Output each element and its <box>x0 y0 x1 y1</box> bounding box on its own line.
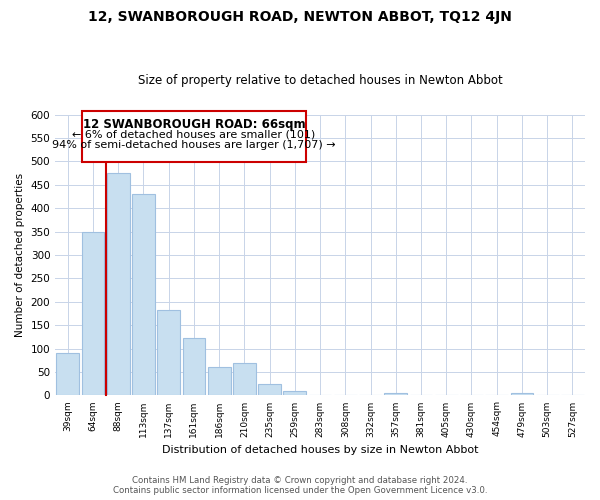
Bar <box>385 393 407 396</box>
Text: Contains HM Land Registry data © Crown copyright and database right 2024.
Contai: Contains HM Land Registry data © Crown c… <box>113 476 487 495</box>
X-axis label: Distribution of detached houses by size in Newton Abbot: Distribution of detached houses by size … <box>162 445 478 455</box>
Bar <box>132 194 155 396</box>
Bar <box>511 393 533 396</box>
Text: 12, SWANBOROUGH ROAD, NEWTON ABBOT, TQ12 4JN: 12, SWANBOROUGH ROAD, NEWTON ABBOT, TQ12… <box>88 10 512 24</box>
Title: Size of property relative to detached houses in Newton Abbot: Size of property relative to detached ho… <box>138 74 502 87</box>
Bar <box>56 354 79 396</box>
Text: 12 SWANBOROUGH ROAD: 66sqm: 12 SWANBOROUGH ROAD: 66sqm <box>83 118 305 131</box>
Text: ← 6% of detached houses are smaller (101): ← 6% of detached houses are smaller (101… <box>73 130 316 140</box>
Bar <box>82 232 104 396</box>
Bar <box>107 173 130 396</box>
Bar <box>208 368 230 396</box>
Text: 94% of semi-detached houses are larger (1,707) →: 94% of semi-detached houses are larger (… <box>52 140 336 150</box>
Bar <box>258 384 281 396</box>
Bar <box>182 338 205 396</box>
FancyBboxPatch shape <box>82 111 306 162</box>
Bar <box>233 362 256 396</box>
Y-axis label: Number of detached properties: Number of detached properties <box>15 173 25 337</box>
Bar <box>283 390 306 396</box>
Bar <box>157 310 180 396</box>
